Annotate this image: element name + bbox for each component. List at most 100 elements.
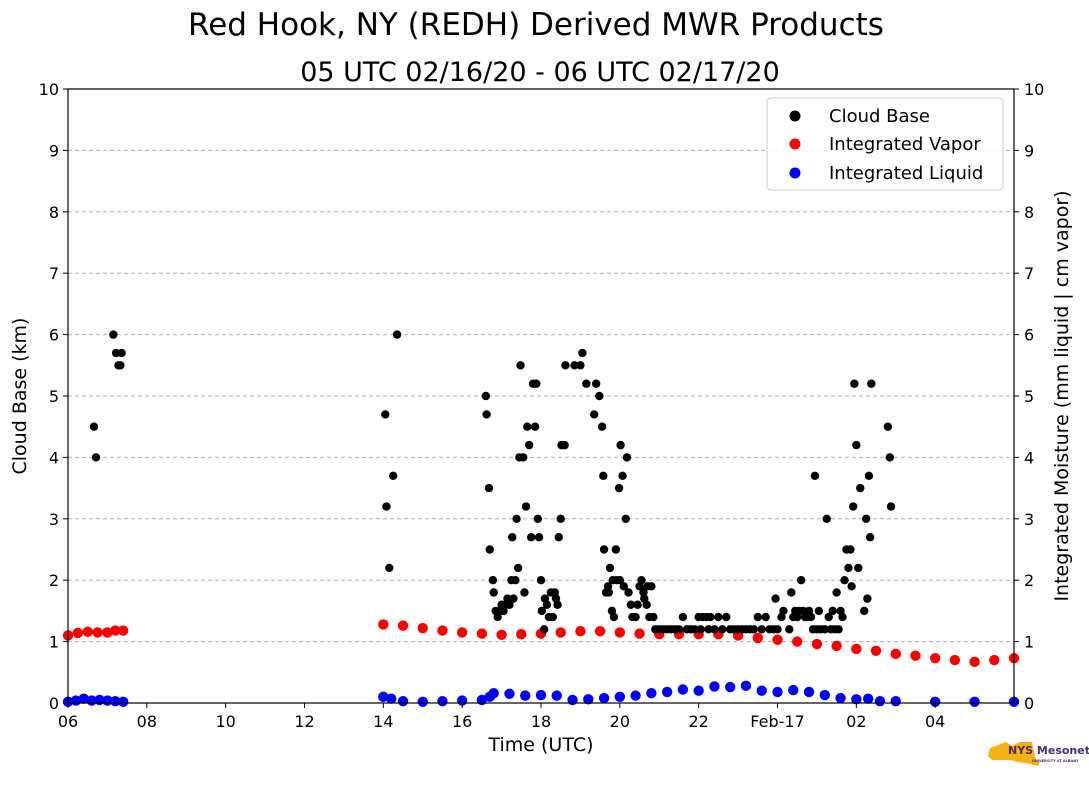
point-integrated-liquid-36 [803,686,815,698]
point-cloud-base-96 [642,600,651,609]
y-right-tick-label: 0 [1024,694,1034,713]
point-integrated-vapor-30 [831,640,842,652]
y-left-tick-label: 9 [49,141,59,160]
new-york-state-shape [988,742,1040,766]
point-cloud-base-168 [846,545,855,554]
x-tick-label: Feb-17 [750,712,804,731]
point-cloud-base-172 [852,440,861,450]
y-left-tick-label: 6 [49,326,59,345]
point-integrated-vapor-12 [476,628,488,639]
y-right-tick-label: 1 [1024,633,1034,652]
point-integrated-vapor-10 [437,625,448,636]
point-cloud-base-90 [631,612,640,622]
y-left-tick-label: 7 [49,264,59,283]
point-cloud-base-6 [117,348,126,358]
point-cloud-base-99 [647,582,656,591]
point-integrated-liquid-29 [693,685,704,696]
point-cloud-base-57 [556,514,565,523]
y-left-tick-label: 2 [49,571,59,590]
legend-label-cloud-base: Cloud Base [829,106,930,127]
x-tick-label: 16 [452,712,472,731]
point-cloud-base-63 [578,348,587,358]
point-cloud-base-33 [516,361,525,370]
point-integrated-liquid-22 [583,694,594,705]
point-integrated-vapor-11 [456,627,468,638]
point-integrated-liquid-12 [437,695,448,707]
point-integrated-vapor-8 [397,620,409,631]
point-cloud-base-34 [519,453,528,462]
point-cloud-base-118 [710,625,719,634]
point-integrated-liquid-40 [862,693,874,704]
point-cloud-base-72 [603,582,613,591]
point-integrated-liquid-39 [851,694,862,705]
point-cloud-base-151 [810,471,820,481]
plot-series [62,330,1020,707]
point-cloud-base-44 [534,533,544,542]
point-cloud-base-111 [690,625,699,634]
point-cloud-base-131 [761,612,770,622]
point-cloud-base-78 [611,545,621,554]
point-cloud-base-134 [771,594,780,603]
point-cloud-base-183 [886,502,896,511]
point-cloud-base-2 [109,330,118,339]
legend-label-integrated-vapor: Integrated Vapor [829,134,981,155]
point-integrated-vapor-14 [516,629,527,640]
point-cloud-base-108 [678,612,688,622]
point-integrated-vapor-35 [929,652,941,664]
point-cloud-base-173 [854,563,863,573]
gridlines [68,149,1014,643]
x-tick-label: 10 [215,712,235,731]
point-integrated-vapor-33 [890,648,901,660]
y-right-tick-label: 6 [1024,326,1034,345]
point-cloud-base-129 [753,612,762,622]
point-cloud-base-61 [570,361,579,370]
point-integrated-liquid-35 [788,684,799,696]
point-cloud-base-15 [485,545,494,554]
point-integrated-liquid-16 [488,687,499,699]
point-integrated-vapor-4 [102,627,113,638]
point-integrated-liquid-2 [78,693,89,704]
point-cloud-base-8 [382,502,391,511]
point-cloud-base-91 [633,600,642,609]
x-tick-label: 22 [688,712,708,731]
point-integrated-liquid-27 [661,686,673,698]
point-cloud-base-84 [619,582,628,591]
point-integrated-liquid-37 [819,689,830,701]
logo-text-sub: UNIVERSITY AT ALBANY [1032,759,1079,763]
point-cloud-base-67 [595,391,604,401]
point-integrated-vapor-29 [811,638,823,650]
point-cloud-base-130 [757,625,766,634]
point-cloud-base-36 [521,502,531,511]
y-right-tick-label: 7 [1024,264,1034,283]
chart-subtitle: 05 UTC 02/16/20 - 06 UTC 02/17/20 [300,57,780,88]
point-integrated-vapor-1 [72,627,84,639]
point-integrated-liquid-42 [890,695,901,707]
point-cloud-base-88 [626,600,636,609]
point-cloud-base-174 [856,483,865,493]
point-integrated-liquid-7 [117,696,129,707]
legend-label-integrated-liquid: Integrated Liquid [829,163,983,184]
point-integrated-liquid-34 [772,686,783,698]
point-integrated-liquid-8 [378,691,389,703]
point-integrated-liquid-6 [110,695,121,707]
point-cloud-base-82 [616,440,625,450]
point-cloud-base-31 [513,563,523,573]
point-integrated-liquid-10 [397,695,409,707]
point-cloud-base-179 [865,533,875,542]
point-integrated-liquid-17 [504,688,515,699]
point-cloud-base-156 [822,514,831,523]
point-cloud-base-117 [706,612,715,622]
point-cloud-base-13 [482,410,491,419]
point-cloud-base-138 [785,625,794,634]
point-integrated-vapor-18 [594,625,606,637]
y-axis-left-label: Cloud Base (km) [9,318,31,475]
point-cloud-base-87 [624,588,633,597]
point-cloud-base-25 [505,600,514,609]
point-cloud-base-177 [863,594,872,603]
point-integrated-liquid-44 [969,696,980,707]
point-cloud-base-175 [860,606,869,616]
point-integrated-vapor-37 [969,656,980,668]
point-cloud-base-11 [392,330,402,339]
x-tick-label: 06 [58,712,78,731]
x-axis-ticks: 06 08 10 12 14 16 18 20 22 Feb-17 02 04 [58,703,945,731]
